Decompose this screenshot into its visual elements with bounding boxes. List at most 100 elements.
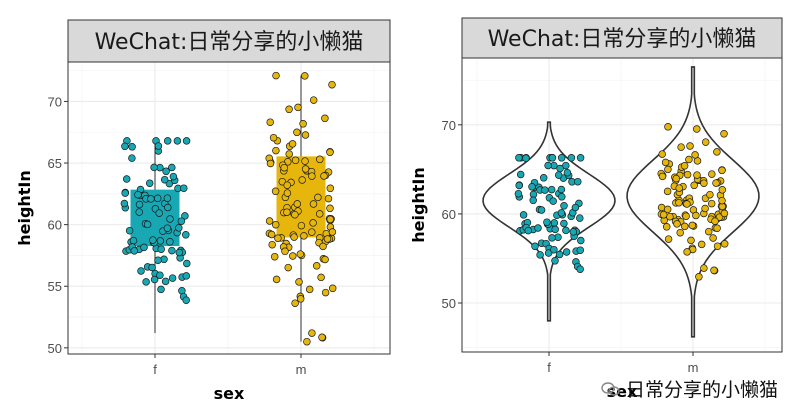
data-point-f <box>161 277 170 286</box>
data-point-m <box>666 212 674 221</box>
data-point-m <box>271 220 280 229</box>
data-point-m <box>683 200 691 208</box>
data-point-f <box>168 274 177 282</box>
data-point-m <box>290 233 298 241</box>
data-point-m <box>675 184 683 192</box>
data-point-m <box>718 166 726 175</box>
data-point-m <box>328 228 337 236</box>
data-point-f <box>562 226 570 235</box>
y-tick-label: 70 <box>442 118 456 133</box>
data-point-f <box>149 236 157 244</box>
data-point-m <box>328 80 336 89</box>
panel-border <box>67 61 391 355</box>
data-point-f <box>182 137 191 145</box>
data-point-f <box>163 224 172 232</box>
violin-m <box>626 66 760 338</box>
data-point-f <box>551 225 559 234</box>
data-point-f <box>524 226 533 235</box>
data-point-f <box>563 168 572 177</box>
data-point-m <box>688 221 697 230</box>
data-point-m <box>675 198 683 207</box>
data-point-m <box>303 337 311 346</box>
data-point-m <box>718 196 726 205</box>
y-tick-label: 50 <box>442 296 456 311</box>
x-tick-label: m <box>688 360 699 375</box>
data-point-m <box>690 181 698 190</box>
data-point-f <box>576 246 585 254</box>
data-point-f <box>560 219 568 228</box>
data-point-m <box>720 240 729 248</box>
data-point-m <box>301 157 309 165</box>
data-point-f <box>558 193 566 201</box>
y-axis-title: heightIn <box>409 167 428 243</box>
data-point-f <box>134 190 142 199</box>
data-point-f <box>128 154 136 162</box>
data-point-m <box>713 242 722 250</box>
strip-header <box>461 17 783 59</box>
panel-border <box>461 57 783 353</box>
data-point-f <box>569 228 578 236</box>
data-point-m <box>664 123 672 131</box>
data-point-m <box>289 252 297 260</box>
data-point-m <box>299 120 307 128</box>
data-point-m <box>266 159 275 168</box>
data-point-f <box>180 184 188 192</box>
plot-area <box>68 62 390 354</box>
data-point-f <box>181 212 189 220</box>
data-point-m <box>283 189 292 197</box>
data-point-m <box>265 217 274 225</box>
data-point-f <box>169 172 178 181</box>
data-point-f <box>539 174 548 182</box>
data-point-f <box>576 154 585 162</box>
data-point-m <box>281 247 289 256</box>
data-point-m <box>285 150 293 158</box>
data-point-m <box>710 266 718 275</box>
x-axis-title: sex <box>214 384 245 403</box>
data-point-m <box>301 131 310 139</box>
data-point-f <box>536 251 544 259</box>
data-point-f <box>168 246 176 255</box>
data-point-m <box>308 172 316 180</box>
data-point-m <box>270 252 279 261</box>
data-point-f <box>551 257 559 265</box>
data-point-m <box>321 288 330 297</box>
data-point-m <box>711 217 719 225</box>
data-point-m <box>272 146 280 155</box>
data-point-m <box>693 125 701 133</box>
data-point-f <box>175 224 183 232</box>
data-point-m <box>284 263 292 272</box>
data-point-m <box>326 215 335 224</box>
chart-title: WeChat:日常分享的小懒猫 <box>95 30 364 55</box>
data-point-f <box>135 200 144 209</box>
y-tick-label: 65 <box>48 156 62 171</box>
data-point-f <box>557 209 566 217</box>
data-point-f <box>574 177 582 186</box>
data-point-m <box>309 219 317 227</box>
data-point-m <box>309 96 318 104</box>
data-point-m <box>676 228 684 237</box>
data-point-f <box>541 186 549 194</box>
data-point-m <box>266 118 274 126</box>
data-point-m <box>272 71 280 80</box>
data-point-m <box>720 130 728 138</box>
data-point-m <box>720 209 729 218</box>
data-point-f <box>120 199 129 208</box>
data-point-m <box>321 114 329 123</box>
data-point-m <box>685 155 693 164</box>
wechat-icon <box>601 381 620 396</box>
data-point-m <box>697 240 706 249</box>
watermark: 日常分享的小懒猫 <box>600 375 778 402</box>
data-point-f <box>173 137 182 145</box>
data-point-f <box>129 236 138 245</box>
data-point-m <box>297 221 306 230</box>
data-point-m <box>314 193 322 202</box>
y-tick-label: 70 <box>48 94 62 109</box>
data-point-f <box>576 214 584 222</box>
data-point-m <box>305 285 314 294</box>
data-point-f <box>549 197 557 205</box>
data-point-m <box>664 165 672 174</box>
data-point-m <box>681 222 689 231</box>
data-point-f <box>125 226 134 235</box>
data-point-m <box>326 184 335 193</box>
data-point-m <box>300 232 308 240</box>
